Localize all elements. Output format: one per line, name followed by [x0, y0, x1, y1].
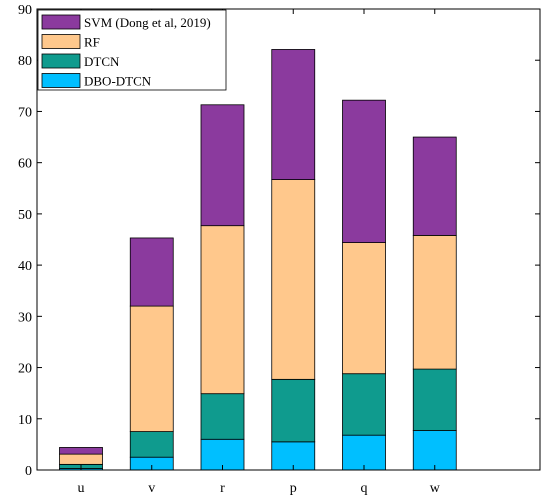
bar-dtcn-v [129, 431, 174, 458]
y-tick-label: 10 [18, 413, 32, 428]
y-tick-label: 60 [18, 157, 32, 172]
bar-rf-w [412, 234, 457, 370]
bars-layer [59, 49, 457, 471]
legend-swatch [41, 73, 81, 88]
y-tick-label: 20 [18, 362, 32, 377]
bar-rf-q [342, 242, 386, 375]
bar-svm-dong-et-al-2019--u [59, 447, 103, 455]
bar-dbo-dtcn-q [342, 434, 386, 471]
legend-label: RF [84, 35, 100, 50]
y-tick-label: 80 [18, 54, 32, 69]
x-tick-label-r: r [220, 481, 225, 496]
legend-label: DBO-DTCN [84, 74, 152, 89]
y-tick-label: 50 [18, 208, 32, 223]
bar-dtcn-w [412, 368, 457, 431]
legend-label: SVM (Dong et al, 2019) [84, 15, 211, 30]
legend: SVM (Dong et al, 2019) RF DTCN DBO-DTCN [37, 9, 227, 91]
bar-rf-p [271, 179, 316, 380]
y-tick-label: 90 [18, 3, 32, 18]
bar-svm-dong-et-al-2019--v [129, 237, 174, 307]
legend-label: DTCN [84, 54, 120, 69]
x-tick-label-p: p [290, 481, 297, 496]
x-tick-label-q: q [361, 481, 368, 496]
y-tick-label: 70 [18, 105, 32, 120]
bar-rf-u [59, 453, 103, 465]
bar-rf-r [200, 225, 245, 395]
bar-svm-dong-et-al-2019--q [342, 99, 386, 243]
legend-swatch [41, 34, 81, 49]
bar-svm-dong-et-al-2019--p [271, 49, 316, 180]
bar-svm-dong-et-al-2019--w [412, 136, 457, 236]
bar-rf-v [129, 305, 174, 432]
legend-swatch [41, 14, 81, 30]
bar-svm-dong-et-al-2019--r [200, 104, 245, 227]
y-tick-label: 30 [18, 310, 32, 325]
y-tick-label: 0 [25, 464, 32, 479]
y-tick-label: 40 [18, 259, 32, 274]
bar-dbo-dtcn-w [412, 430, 457, 471]
bar-dtcn-r [200, 393, 245, 440]
bar-dtcn-q [342, 373, 386, 436]
plot-frame [36, 8, 541, 471]
legend-swatch [41, 53, 81, 69]
y-axis: 0 10 20 30 40 50 60 70 80 90 [18, 3, 540, 479]
x-tick-label-v: v [148, 481, 155, 496]
bar-dtcn-p [271, 378, 316, 443]
x-tick-label-u: u [78, 481, 85, 496]
x-tick-label-w: w [430, 481, 441, 496]
